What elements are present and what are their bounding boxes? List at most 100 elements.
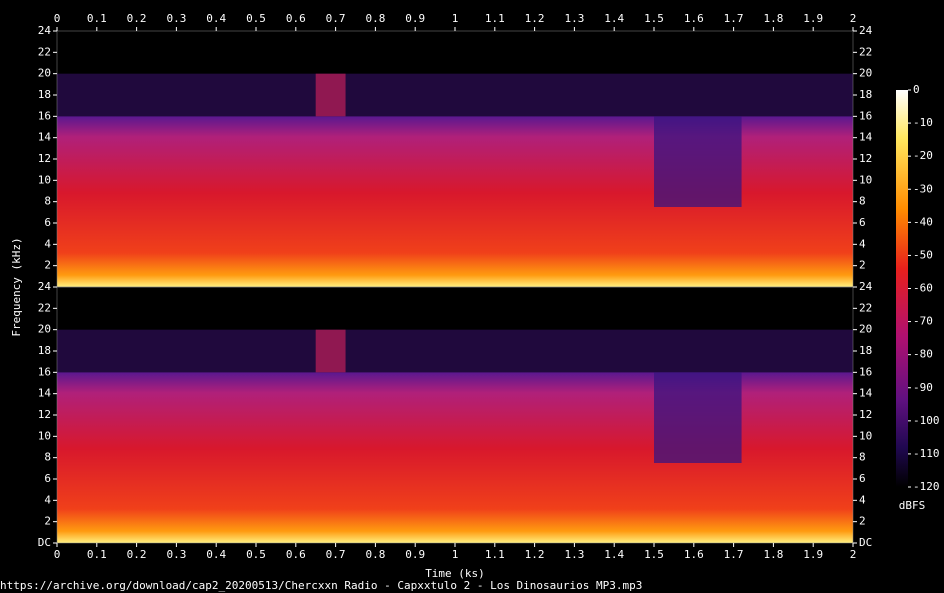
x-tick-label: 1.7 — [724, 12, 744, 25]
y-tick-label: 2 — [44, 515, 51, 528]
colorbar-tick-label: -120 — [913, 480, 940, 493]
y-tick-label: 24 — [38, 24, 52, 37]
y-tick-label: 20 — [859, 323, 872, 336]
y-tick-label: 24 — [38, 280, 52, 293]
colorbar-tick-label: -110 — [913, 447, 940, 460]
y-tick-label: DC — [38, 536, 51, 549]
y-axis-label: Frequency (kHz) — [10, 237, 23, 336]
y-tick-label: 6 — [859, 216, 866, 229]
x-tick-label: 1.5 — [644, 12, 664, 25]
x-tick-label: 0.5 — [246, 12, 266, 25]
x-tick-label: 0.7 — [326, 12, 346, 25]
y-tick-label: 12 — [38, 408, 51, 421]
x-tick-label: 1.7 — [724, 548, 744, 561]
x-tick-label: 1.1 — [485, 12, 505, 25]
x-tick-label: 1.9 — [803, 548, 823, 561]
x-tick-label: 1.4 — [604, 548, 624, 561]
x-tick-label: 1.6 — [684, 548, 704, 561]
y-tick-label: 8 — [859, 195, 866, 208]
x-tick-label: 1.8 — [763, 548, 783, 561]
x-tick-label: 0 — [54, 12, 61, 25]
colorbar-tick-label: -40 — [913, 215, 933, 228]
spectrogram-upper-band — [57, 329, 853, 373]
x-tick-label: 1.9 — [803, 12, 823, 25]
x-tick-label: 0.6 — [286, 12, 306, 25]
x-tick-label: 0.2 — [127, 548, 147, 561]
colorbar-tick-label: -70 — [913, 315, 933, 328]
x-tick-label: 0.5 — [246, 548, 266, 561]
y-tick-label: 24 — [859, 280, 873, 293]
colorbar-tick-label: -60 — [913, 282, 933, 295]
x-tick-label: 0.1 — [87, 548, 107, 561]
y-tick-label: 2 — [859, 259, 866, 272]
x-tick-label: 1.6 — [684, 12, 704, 25]
y-tick-label: 6 — [44, 472, 51, 485]
y-tick-label: DC — [859, 536, 872, 549]
y-tick-label: 2 — [859, 515, 866, 528]
x-tick-label: 2 — [850, 12, 857, 25]
x-tick-label: 0.4 — [206, 548, 226, 561]
y-tick-label: 10 — [38, 173, 51, 186]
spectrogram-region — [315, 73, 346, 117]
y-tick-label: 14 — [859, 131, 873, 144]
y-tick-label: 14 — [38, 387, 52, 400]
y-tick-label: 18 — [38, 344, 51, 357]
y-tick-label: 4 — [859, 493, 866, 506]
y-tick-label: 22 — [859, 301, 872, 314]
colorbar-tick-label: -90 — [913, 381, 933, 394]
spectrogram-region — [654, 116, 742, 207]
x-tick-label: 0.2 — [127, 12, 147, 25]
y-tick-label: 4 — [44, 493, 51, 506]
colorbar-tick-label: -100 — [913, 414, 940, 427]
x-tick-label: 0.4 — [206, 12, 226, 25]
x-tick-label: 1.2 — [525, 548, 545, 561]
y-tick-label: 20 — [859, 67, 872, 80]
colorbar-label: dBFS — [899, 499, 926, 512]
x-tick-label: 0.9 — [405, 12, 425, 25]
y-tick-label: 8 — [44, 195, 51, 208]
y-tick-label: 12 — [859, 152, 872, 165]
x-tick-label: 1.3 — [564, 12, 584, 25]
y-tick-label: 6 — [44, 216, 51, 229]
x-tick-label: 0.9 — [405, 548, 425, 561]
y-tick-label: 16 — [859, 365, 872, 378]
x-axis-label: Time (ks) — [425, 567, 485, 580]
colorbar-tick-label: 0 — [913, 83, 920, 96]
y-tick-label: 18 — [859, 344, 872, 357]
y-tick-label: 6 — [859, 472, 866, 485]
spectrogram-region — [315, 329, 346, 373]
x-tick-label: 0.3 — [166, 12, 186, 25]
y-tick-label: 20 — [38, 67, 51, 80]
x-tick-label: 2 — [850, 548, 857, 561]
colorbar — [896, 90, 908, 487]
y-tick-label: 14 — [859, 387, 873, 400]
x-tick-label: 0.1 — [87, 12, 107, 25]
x-tick-label: 1 — [452, 12, 459, 25]
x-tick-label: 1.8 — [763, 12, 783, 25]
y-tick-label: 10 — [859, 429, 872, 442]
y-tick-label: 22 — [38, 301, 51, 314]
x-tick-label: 0.3 — [166, 548, 186, 561]
y-tick-label: 2 — [44, 259, 51, 272]
y-tick-label: 16 — [38, 109, 51, 122]
colorbar-tick-label: -10 — [913, 116, 933, 129]
x-tick-label: 0.8 — [365, 12, 385, 25]
y-tick-label: 4 — [859, 237, 866, 250]
x-tick-label: 1.1 — [485, 548, 505, 561]
y-tick-label: 24 — [859, 24, 873, 37]
colorbar-tick-label: -80 — [913, 348, 933, 361]
y-tick-label: 16 — [38, 365, 51, 378]
footer-url: https://archive.org/download/cap2_202005… — [0, 579, 642, 592]
x-tick-label: 0.7 — [326, 548, 346, 561]
y-tick-label: 20 — [38, 323, 51, 336]
y-tick-label: 12 — [859, 408, 872, 421]
spectrogram-region — [654, 372, 742, 463]
colorbar-tick-label: -20 — [913, 149, 933, 162]
y-tick-label: 16 — [859, 109, 872, 122]
y-tick-label: 4 — [44, 237, 51, 250]
x-tick-label: 1.3 — [564, 548, 584, 561]
spectrogram-upper-band — [57, 73, 853, 117]
y-tick-label: 12 — [38, 152, 51, 165]
y-tick-label: 18 — [38, 88, 51, 101]
